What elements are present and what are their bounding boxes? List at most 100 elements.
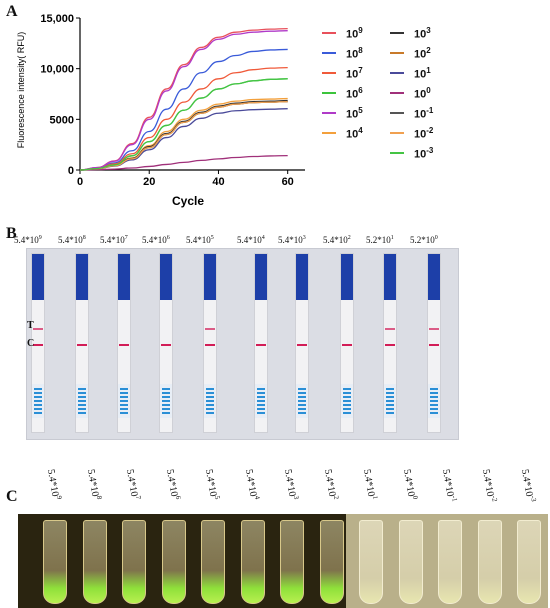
strip-label: 5.4*105 <box>186 235 214 245</box>
test-strip <box>203 253 217 433</box>
test-strip <box>117 253 131 433</box>
test-strip <box>340 253 354 433</box>
legend-swatch <box>390 52 404 55</box>
t-line-label: T <box>27 320 34 331</box>
c-line-label: C <box>27 338 35 349</box>
legend-entry: 10-3 <box>390 146 433 161</box>
tube-label: 5.4*103 <box>281 468 301 500</box>
y-tick-label: 0 <box>68 165 74 177</box>
chart-series-group <box>79 27 288 171</box>
legend-swatch <box>322 112 336 115</box>
x-tick-label: 0 <box>77 176 83 188</box>
tube-label: 5.4*107 <box>123 468 143 500</box>
x-tick-label: 40 <box>212 176 224 188</box>
positive-tube <box>122 520 146 604</box>
strip-label: 5.4*106 <box>142 235 170 245</box>
positive-tube <box>280 520 304 604</box>
strip-sample-pad <box>76 384 88 418</box>
y-tick-label: 5000 <box>50 114 74 126</box>
strip-sample-pad <box>428 384 440 418</box>
strip-label: 5.4*108 <box>58 235 86 245</box>
legend-swatch <box>322 92 336 95</box>
strip-cap <box>160 254 172 300</box>
strip-sample-pad <box>384 384 396 418</box>
tube-label: 5.4*10-3 <box>518 468 538 503</box>
test-strip <box>295 253 309 433</box>
y-tick-label: 10,000 <box>40 64 74 76</box>
legend-label: 100 <box>414 86 431 101</box>
panel-letter-c: C <box>6 488 18 505</box>
legend-label: 109 <box>346 26 363 41</box>
x-tick-label: 60 <box>282 176 294 188</box>
chart-legend: 109 108 107 106 105 104 103 102 101 100 10-1 10-2 10… <box>322 26 522 166</box>
series-line <box>79 100 288 171</box>
legend-entry: 10-1 <box>390 106 433 121</box>
series-line <box>79 48 288 171</box>
legend-swatch <box>322 32 336 35</box>
tube-label: 5.4*105 <box>202 468 222 500</box>
strip-label: 5.4*103 <box>278 235 306 245</box>
test-strip <box>383 253 397 433</box>
control-line <box>33 344 43 346</box>
legend-entry: 10-2 <box>390 126 433 141</box>
positive-tube <box>82 520 107 604</box>
legend-entry: 100 <box>390 86 431 101</box>
control-line <box>77 344 87 346</box>
legend-label: 108 <box>346 46 363 61</box>
strip-cap <box>255 254 267 300</box>
strip-cap <box>118 254 130 300</box>
strip-label: 5.4*107 <box>100 235 128 245</box>
strip-sample-pad <box>32 384 44 418</box>
x-tick-label: 20 <box>143 176 155 188</box>
legend-label: 105 <box>346 106 363 121</box>
tube-label: 5.4*10-1 <box>439 468 459 503</box>
strip-sample-pad <box>118 384 130 418</box>
test-line <box>385 328 395 330</box>
strip-label: 5.2*100 <box>410 235 438 245</box>
legend-swatch <box>390 92 404 95</box>
legend-entry: 107 <box>322 66 363 81</box>
legend-label: 102 <box>414 46 431 61</box>
legend-entry: 103 <box>390 26 431 41</box>
strip-cap <box>204 254 216 300</box>
control-line <box>297 344 307 346</box>
test-line <box>205 328 215 330</box>
series-line <box>79 99 288 171</box>
control-line <box>256 344 266 346</box>
strip-label: 5.4*104 <box>237 235 265 245</box>
legend-swatch <box>322 72 336 75</box>
positive-tube <box>201 520 225 604</box>
negative-tube <box>438 520 462 604</box>
control-line <box>161 344 171 346</box>
legend-entry: 108 <box>322 46 363 61</box>
tube-label: 5.4*106 <box>163 468 182 500</box>
negative-tube <box>398 520 423 604</box>
legend-entry: 106 <box>322 86 363 101</box>
strip-cap <box>341 254 353 300</box>
legend-label: 10-3 <box>414 146 434 161</box>
tube-label: 5.4*104 <box>242 468 261 500</box>
strip-label: 5.2*101 <box>366 235 394 245</box>
legend-swatch <box>390 132 404 135</box>
positive-tube <box>43 520 67 604</box>
legend-swatch <box>322 52 336 55</box>
positive-tube <box>161 520 186 604</box>
tube-photo <box>18 514 548 608</box>
control-line <box>205 344 215 346</box>
series-line <box>79 67 288 171</box>
strip-sample-pad <box>255 384 267 418</box>
strip-sample-pad <box>160 384 172 418</box>
legend-label: 104 <box>346 126 363 141</box>
legend-entry: 101 <box>390 66 431 81</box>
legend-swatch <box>390 72 404 75</box>
legend-label: 106 <box>346 86 363 101</box>
test-line <box>33 328 43 330</box>
tube-label: 5.4*100 <box>400 468 419 500</box>
series-line <box>79 78 288 171</box>
positive-tube <box>240 520 265 604</box>
test-strip <box>159 253 173 433</box>
test-line <box>429 328 439 330</box>
legend-label: 107 <box>346 66 363 81</box>
legend-label: 103 <box>414 26 431 41</box>
panel-letter-a: A <box>6 3 18 20</box>
